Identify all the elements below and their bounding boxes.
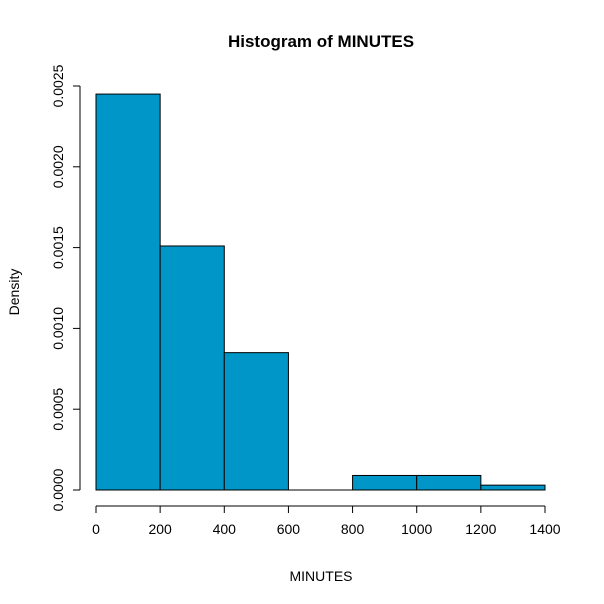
histogram-bar xyxy=(223,352,289,491)
x-axis-title: MINUTES xyxy=(290,568,353,584)
y-tick-label: 0.0015 xyxy=(50,226,66,269)
x-tick-label: 600 xyxy=(277,521,301,537)
histogram-bar xyxy=(416,474,482,491)
x-tick-label: 1200 xyxy=(465,521,496,537)
y-axis-title: Density xyxy=(6,269,22,316)
x-tick-label: 200 xyxy=(148,521,172,537)
histogram-bar xyxy=(352,474,418,491)
x-tick-label: 1000 xyxy=(401,521,432,537)
chart-title: Histogram of MINUTES xyxy=(228,32,414,51)
histogram-bar xyxy=(95,93,161,491)
bars-layer xyxy=(95,93,546,491)
x-tick-label: 0 xyxy=(92,521,100,537)
x-tick-label: 400 xyxy=(213,521,237,537)
x-tick-label: 800 xyxy=(341,521,365,537)
y-tick-label: 0.0020 xyxy=(50,145,66,188)
y-tick-label: 0.0000 xyxy=(50,468,66,511)
y-tick-label: 0.0005 xyxy=(50,388,66,431)
histogram-bar xyxy=(159,245,225,491)
y-tick-label: 0.0025 xyxy=(50,64,66,107)
x-tick-label: 1400 xyxy=(529,521,560,537)
x-axis: 0 200 400 600 800 1000 1200 1400 xyxy=(92,505,561,537)
y-axis: 0.0000 0.0005 0.0010 0.0015 0.0020 0.0025 xyxy=(50,64,81,511)
histogram-bar xyxy=(480,484,546,491)
y-tick-label: 0.0010 xyxy=(50,307,66,350)
